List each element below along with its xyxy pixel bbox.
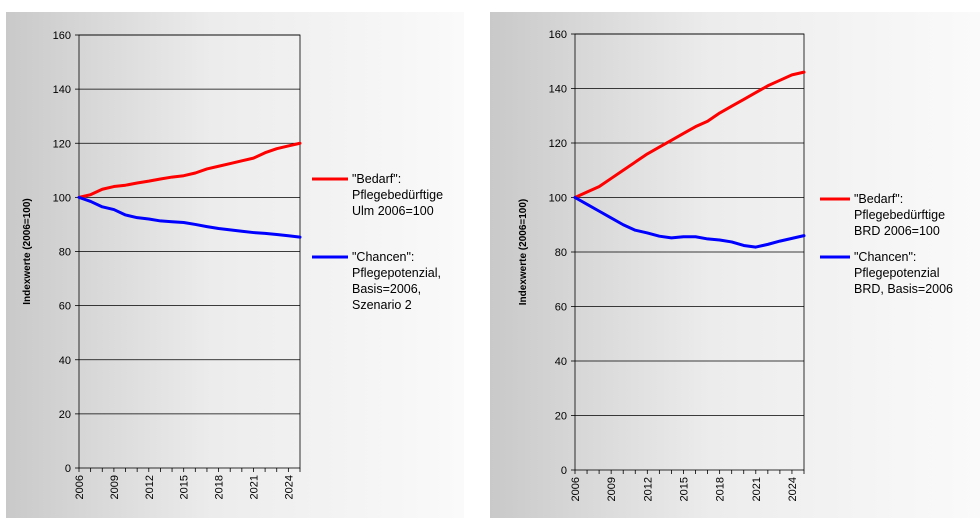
legend-label: Pflegepotenzial xyxy=(854,266,939,280)
legend-entry-bedarf: "Bedarf": Pflegebedürftige Ulm 2006=100 xyxy=(312,172,443,218)
legend-label: Basis=2006, xyxy=(352,282,421,296)
series-line-chancen xyxy=(77,195,302,239)
plot-area-border xyxy=(574,33,805,471)
y-tick-label: 20 xyxy=(59,409,71,421)
y-tick-label: 40 xyxy=(555,356,567,368)
x-tick-label: 2012 xyxy=(642,477,654,501)
y-tick-label: 120 xyxy=(549,138,567,150)
legend-label: BRD 2006=100 xyxy=(854,224,940,238)
legend-entry-chancen: "Chancen": Pflegepotenzial, Basis=2006, Sze… xyxy=(312,250,441,312)
legend-label: Pflegebedürftige xyxy=(854,208,945,222)
x-tick-label: 2006 xyxy=(74,475,86,499)
chart-background xyxy=(6,12,464,518)
x-tick-label: 2015 xyxy=(678,477,690,501)
y-tick-label: 60 xyxy=(555,302,567,314)
y-tick-label: 80 xyxy=(555,247,567,259)
chart-background xyxy=(490,12,980,518)
chart-left: 0 20 40 60 80 100 120 140 160 2006 2009 2012 2015 201… xyxy=(6,12,464,518)
y-tick-label: 140 xyxy=(549,84,567,96)
legend-entry-chancen: "Chancen": Pflegepotenzial BRD, Basis=2006 xyxy=(820,250,953,296)
y-tick-label: 160 xyxy=(549,29,567,41)
x-tick-label: 2018 xyxy=(214,475,226,499)
chart-panel-left: 0 20 40 60 80 100 120 140 160 2006 2009 2012 2015 201… xyxy=(6,12,464,518)
x-tick-label: 2021 xyxy=(248,475,260,499)
y-tick-label: 40 xyxy=(59,355,71,367)
chart-panel-right: 0 20 40 60 80 100 120 140 160 2006 2009 2012 2015 201… xyxy=(490,12,980,518)
legend-label: "Chancen": xyxy=(352,250,414,264)
chart-right: 0 20 40 60 80 100 120 140 160 2006 2009 2012 2015 201… xyxy=(490,12,980,518)
series-line-chancen xyxy=(573,196,806,249)
y-tick-label: 0 xyxy=(561,465,567,477)
y-tick-label: 20 xyxy=(555,411,567,423)
legend-label: "Bedarf": xyxy=(854,192,903,206)
legend-label: BRD, Basis=2006 xyxy=(854,282,953,296)
y-tick-label: 140 xyxy=(53,84,71,96)
y-tick-label: 100 xyxy=(53,192,71,204)
y-tick-label: 0 xyxy=(65,463,71,475)
y-axis-label: Indexwerte (2006=100) xyxy=(518,199,529,305)
legend-entry-bedarf: "Bedarf": Pflegebedürftige BRD 2006=100 xyxy=(820,192,945,238)
plot-area-border xyxy=(78,34,301,469)
x-tick-label: 2021 xyxy=(751,477,763,501)
y-tick-label: 100 xyxy=(549,193,567,205)
legend-label: Pflegebedürftige xyxy=(352,188,443,202)
y-tick-label: 60 xyxy=(59,301,71,313)
x-tick-label: 2006 xyxy=(570,477,582,501)
y-tick-label: 160 xyxy=(53,30,71,42)
legend-label: "Bedarf": xyxy=(352,172,401,186)
x-tick-label: 2012 xyxy=(144,475,156,499)
x-tick-label: 2009 xyxy=(606,477,618,501)
x-tick-label: 2018 xyxy=(715,477,727,501)
x-tick-label: 2009 xyxy=(109,475,121,499)
series-line-bedarf xyxy=(573,70,806,199)
y-tick-label: 120 xyxy=(53,138,71,150)
y-tick-label: 80 xyxy=(59,247,71,259)
x-tick-label: 2024 xyxy=(787,477,799,501)
legend-label: "Chancen": xyxy=(854,250,916,264)
x-tick-label: 2024 xyxy=(283,475,295,499)
legend-label: Szenario 2 xyxy=(352,298,412,312)
legend-label: Pflegepotenzial, xyxy=(352,266,441,280)
legend-label: Ulm 2006=100 xyxy=(352,204,434,218)
x-tick-label: 2015 xyxy=(179,475,191,499)
y-axis-label: Indexwerte (2006=100) xyxy=(22,198,33,304)
series-line-bedarf xyxy=(77,141,302,199)
